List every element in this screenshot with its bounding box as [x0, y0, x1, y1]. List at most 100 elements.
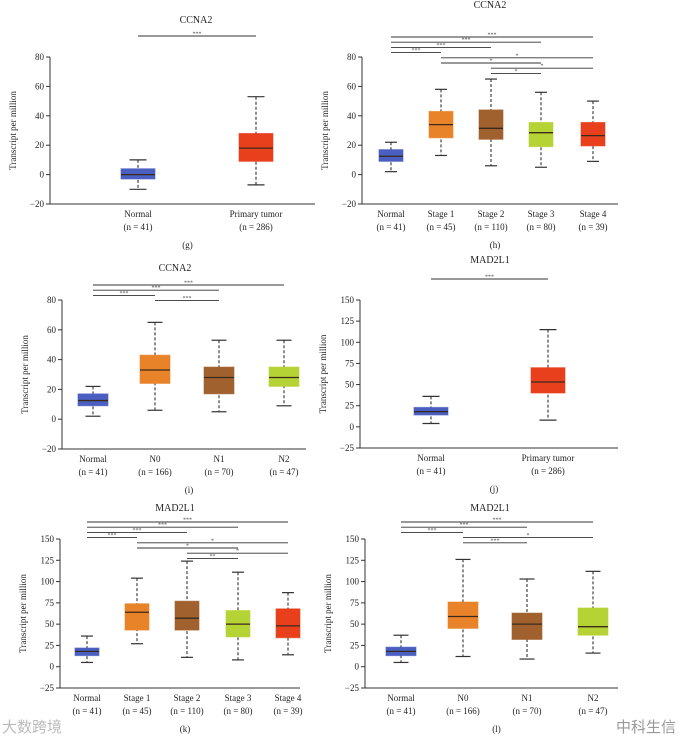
sample-size-label: (n = 41) [386, 706, 415, 716]
y-tick-label: 100 [346, 577, 360, 587]
significance-label: * [211, 538, 214, 544]
significance-label: * [515, 69, 518, 75]
significance-label: *** [108, 533, 117, 539]
y-axis-label: Transcript per million [320, 91, 330, 170]
box-n1 [511, 578, 543, 660]
y-tick-label: 40 [47, 355, 57, 365]
y-tick-label: 125 [341, 316, 355, 326]
y-tick-label: 150 [346, 534, 360, 544]
y-tick-label: 125 [41, 555, 55, 565]
panel-label: (i) [185, 485, 194, 495]
significance-label: *** [493, 518, 502, 524]
y-tick-label: 60 [47, 325, 57, 335]
box-n2 [268, 339, 300, 407]
box-iqr [511, 612, 543, 640]
significance-label: *** [460, 523, 469, 529]
box-stage-4 [580, 100, 606, 162]
significance-label: * [186, 544, 189, 550]
sample-size-label: (n = 39) [273, 706, 302, 716]
box-iqr [203, 366, 235, 395]
box-iqr [577, 607, 609, 636]
x-tick-label: Normal [387, 693, 415, 703]
chart-title: MAD2L1 [470, 255, 509, 266]
sample-size-label: (n = 47) [578, 706, 607, 716]
y-tick-label: 100 [41, 577, 55, 587]
sample-size-label: (n = 41) [78, 467, 107, 477]
sample-size-label: (n = 47) [269, 467, 298, 477]
box-normal [378, 141, 404, 173]
sample-size-label: (n = 110) [170, 706, 203, 716]
significance-label: * [527, 533, 530, 539]
significance-label: *** [183, 518, 192, 524]
significance-label: *** [412, 48, 421, 54]
panel-label: (h) [490, 240, 501, 250]
chart-title: MAD2L1 [155, 503, 194, 514]
chart-title: CCNA2 [180, 15, 213, 26]
sample-size-label: (n = 41) [416, 466, 445, 476]
panel-g: CCNA2 −20 0 20 40 60 80 Transcript per million N… [8, 15, 315, 250]
y-tick-label: 80 [347, 52, 357, 62]
y-tick-label: 20 [47, 384, 57, 394]
y-tick-label: −25 [345, 683, 360, 693]
box-normal [74, 635, 100, 664]
watermark-left: 大数跨境 [2, 718, 63, 736]
sample-size-label: (n = 70) [512, 706, 541, 716]
sample-size-label: (n = 286) [531, 466, 565, 476]
box-n0 [447, 558, 479, 658]
x-tick-label: N1 [214, 454, 225, 464]
y-tick-label: 150 [41, 534, 55, 544]
panel-label: (l) [492, 724, 501, 734]
chart-title: CCNA2 [474, 0, 507, 11]
x-tick-label: Stage 4 [580, 209, 607, 219]
panel-label: (k) [180, 724, 191, 734]
y-tick-label: 50 [350, 619, 360, 629]
x-tick-label: Normal [73, 693, 101, 703]
chart-title: MAD2L1 [470, 503, 509, 514]
y-tick-label: −20 [30, 199, 45, 209]
y-tick-label: 0 [350, 422, 355, 432]
y-tick-label: −25 [340, 443, 355, 453]
y-axis-label: Transcript per million [20, 335, 30, 414]
significance-label: *** [491, 538, 500, 544]
x-tick-label: Normal [417, 453, 445, 463]
y-tick-label: 50 [345, 380, 355, 390]
y-tick-label: −20 [42, 444, 57, 454]
box-iqr [580, 121, 606, 147]
x-tick-label: Stage 3 [528, 209, 555, 219]
x-tick-label: Stage 2 [478, 209, 505, 219]
box-normal [120, 159, 156, 190]
box-iqr [268, 366, 300, 387]
box-iqr [528, 121, 554, 148]
y-axis-label: Transcript per million [323, 574, 333, 653]
significance-label: ** [210, 554, 216, 560]
sample-size-label: (n = 166) [446, 706, 480, 716]
x-tick-label: Stage 1 [428, 209, 455, 219]
y-tick-label: −25 [40, 683, 55, 693]
panel-h: CCNA2 −20 0 20 40 60 80 Transcript per million N… [320, 0, 618, 250]
y-tick-label: 125 [346, 555, 360, 565]
box-primary-tumor [530, 329, 566, 421]
y-tick-label: 60 [347, 81, 357, 91]
sample-size-label: (n = 39) [578, 222, 607, 232]
box-iqr [120, 168, 156, 180]
significance-label: *** [158, 523, 167, 529]
sample-size-label: (n = 45) [122, 706, 151, 716]
y-axis-label: Transcript per million [8, 91, 18, 170]
box-n0 [139, 321, 171, 411]
x-tick-label: Stage 3 [225, 693, 252, 703]
y-tick-label: 0 [40, 170, 45, 180]
box-stage-4 [275, 592, 301, 656]
y-tick-label: 0 [355, 662, 360, 672]
y-tick-label: 75 [350, 598, 360, 608]
box-iqr [530, 367, 566, 394]
box-normal [413, 395, 449, 425]
box-iqr [478, 109, 504, 140]
y-tick-label: 40 [35, 111, 45, 121]
y-tick-label: 150 [341, 295, 355, 305]
box-stage-3 [528, 91, 554, 168]
y-tick-label: 75 [45, 598, 55, 608]
chart-title: CCNA2 [159, 263, 192, 274]
y-tick-label: 25 [350, 640, 360, 650]
box-iqr [238, 132, 274, 162]
